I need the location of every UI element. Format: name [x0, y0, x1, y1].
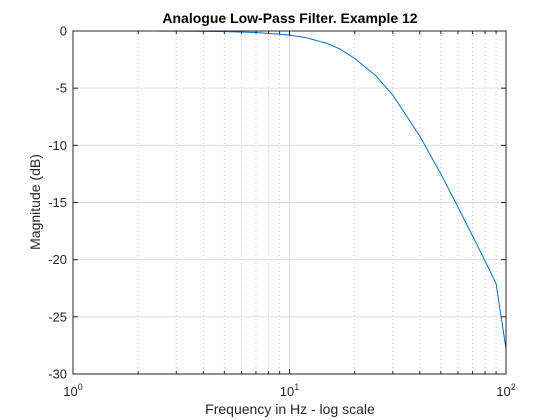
y-tick-label: -30: [48, 367, 67, 382]
y-tick-label: -20: [48, 252, 67, 267]
y-tick-labels: 0 -5 -10 -15 -20 -25 -30: [48, 24, 67, 382]
y-axis-label: Magnitude (dB): [27, 154, 43, 250]
y-tick-label: -25: [48, 309, 67, 324]
x-axis-label: Frequency in Hz - log scale: [205, 401, 375, 417]
x-tick-label: 100: [63, 382, 82, 399]
x-tick-label: 101: [280, 382, 299, 399]
x-tick-label: 102: [496, 382, 515, 399]
y-tick-label: -15: [48, 195, 67, 210]
y-tick-label: 0: [60, 24, 67, 39]
chart-title: Analogue Low-Pass Filter. Example 12: [162, 10, 417, 26]
y-tick-label: -10: [48, 138, 67, 153]
x-tick-labels: 100 101 102: [63, 382, 515, 399]
tick-marks: [72, 30, 507, 375]
y-tick-label: -5: [55, 81, 67, 96]
